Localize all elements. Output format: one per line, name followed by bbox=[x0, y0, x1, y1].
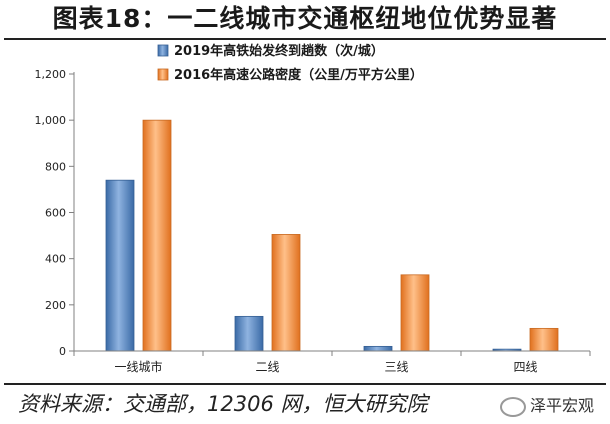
y-tick-label: 400 bbox=[45, 253, 66, 266]
x-tick-label: 一线城市 bbox=[114, 359, 162, 374]
y-tick-label: 800 bbox=[45, 160, 66, 173]
title-divider bbox=[4, 38, 606, 40]
y-tick-label: 200 bbox=[45, 299, 66, 312]
legend-swatch bbox=[157, 68, 169, 81]
x-tick-label: 三线 bbox=[384, 360, 408, 374]
y-tick-label: 600 bbox=[45, 207, 66, 220]
bar-highway-3 bbox=[400, 274, 430, 352]
chart-title: 图表18：一二线城市交通枢纽地位优势显著 bbox=[52, 4, 558, 33]
bar-rail-1 bbox=[105, 179, 135, 352]
bar-rail-3 bbox=[363, 345, 393, 352]
watermark: 泽平宏观 bbox=[500, 392, 594, 417]
bar-chart: 0 200 400 600 800 1,000 1,200 一线城市 二线 三线 四线 2019年高… bbox=[35, 43, 591, 374]
y-tick-label: 0 bbox=[59, 345, 66, 358]
x-tick-label: 四线 bbox=[513, 360, 537, 374]
bar-highway-2 bbox=[271, 234, 301, 352]
legend-swatch bbox=[157, 44, 169, 57]
source-divider bbox=[4, 383, 606, 385]
watermark-label: 泽平宏观 bbox=[530, 396, 595, 415]
bar-highway-4 bbox=[529, 327, 559, 352]
x-tick-label: 二线 bbox=[255, 360, 279, 374]
legend-label: 2019年高铁始发终到趟数（次/城） bbox=[174, 43, 384, 59]
wechat-icon bbox=[500, 396, 526, 417]
legend-label: 2016年高速公路密度（公里/万平方公里） bbox=[174, 67, 423, 83]
bar-highway-1 bbox=[142, 119, 172, 352]
bar-rail-2 bbox=[234, 315, 264, 352]
source-note: 资料来源：交通部，12306 网，恒大研究院 bbox=[18, 392, 428, 416]
y-tick-label: 1,000 bbox=[35, 114, 67, 127]
y-tick-label: 1,200 bbox=[35, 68, 67, 81]
